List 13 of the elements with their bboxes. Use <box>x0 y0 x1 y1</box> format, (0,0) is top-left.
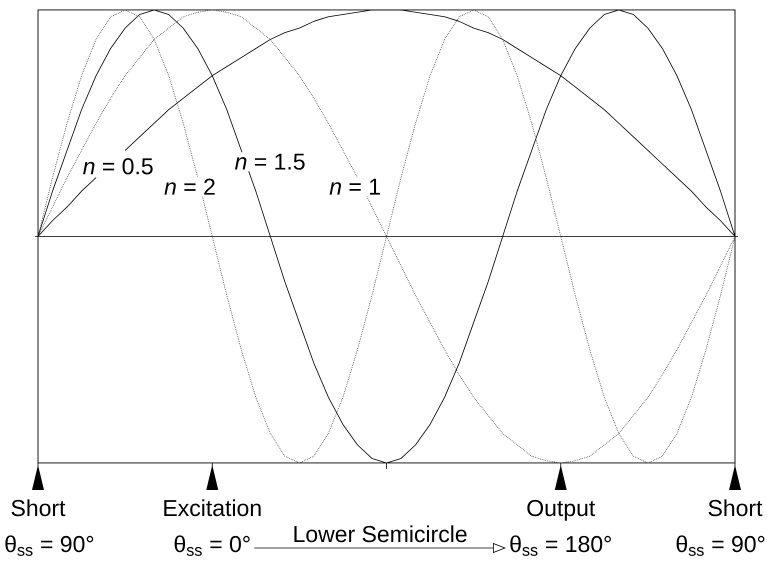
series-label: n = 0.5 <box>83 158 153 174</box>
x-tick-label: Short <box>12 499 66 516</box>
text: θ$_{ss}$ = 180° <box>510 535 611 556</box>
series-label: n = 1 <box>330 178 380 195</box>
text: θ$_{ss}$ = 90° <box>5 535 94 556</box>
series-label: n = 2 <box>164 178 215 195</box>
series-label: n = 1.5 <box>234 154 305 170</box>
x-tick-label: Output <box>527 500 596 521</box>
text: Lower Semicircle <box>294 525 467 542</box>
text: θ$_{ss}$ = 90° <box>676 535 764 556</box>
x-tick-label: Short <box>708 499 762 516</box>
text: θ$_{ss}$ = 0° <box>174 535 250 556</box>
x-tick-label: Excitation <box>164 499 261 516</box>
